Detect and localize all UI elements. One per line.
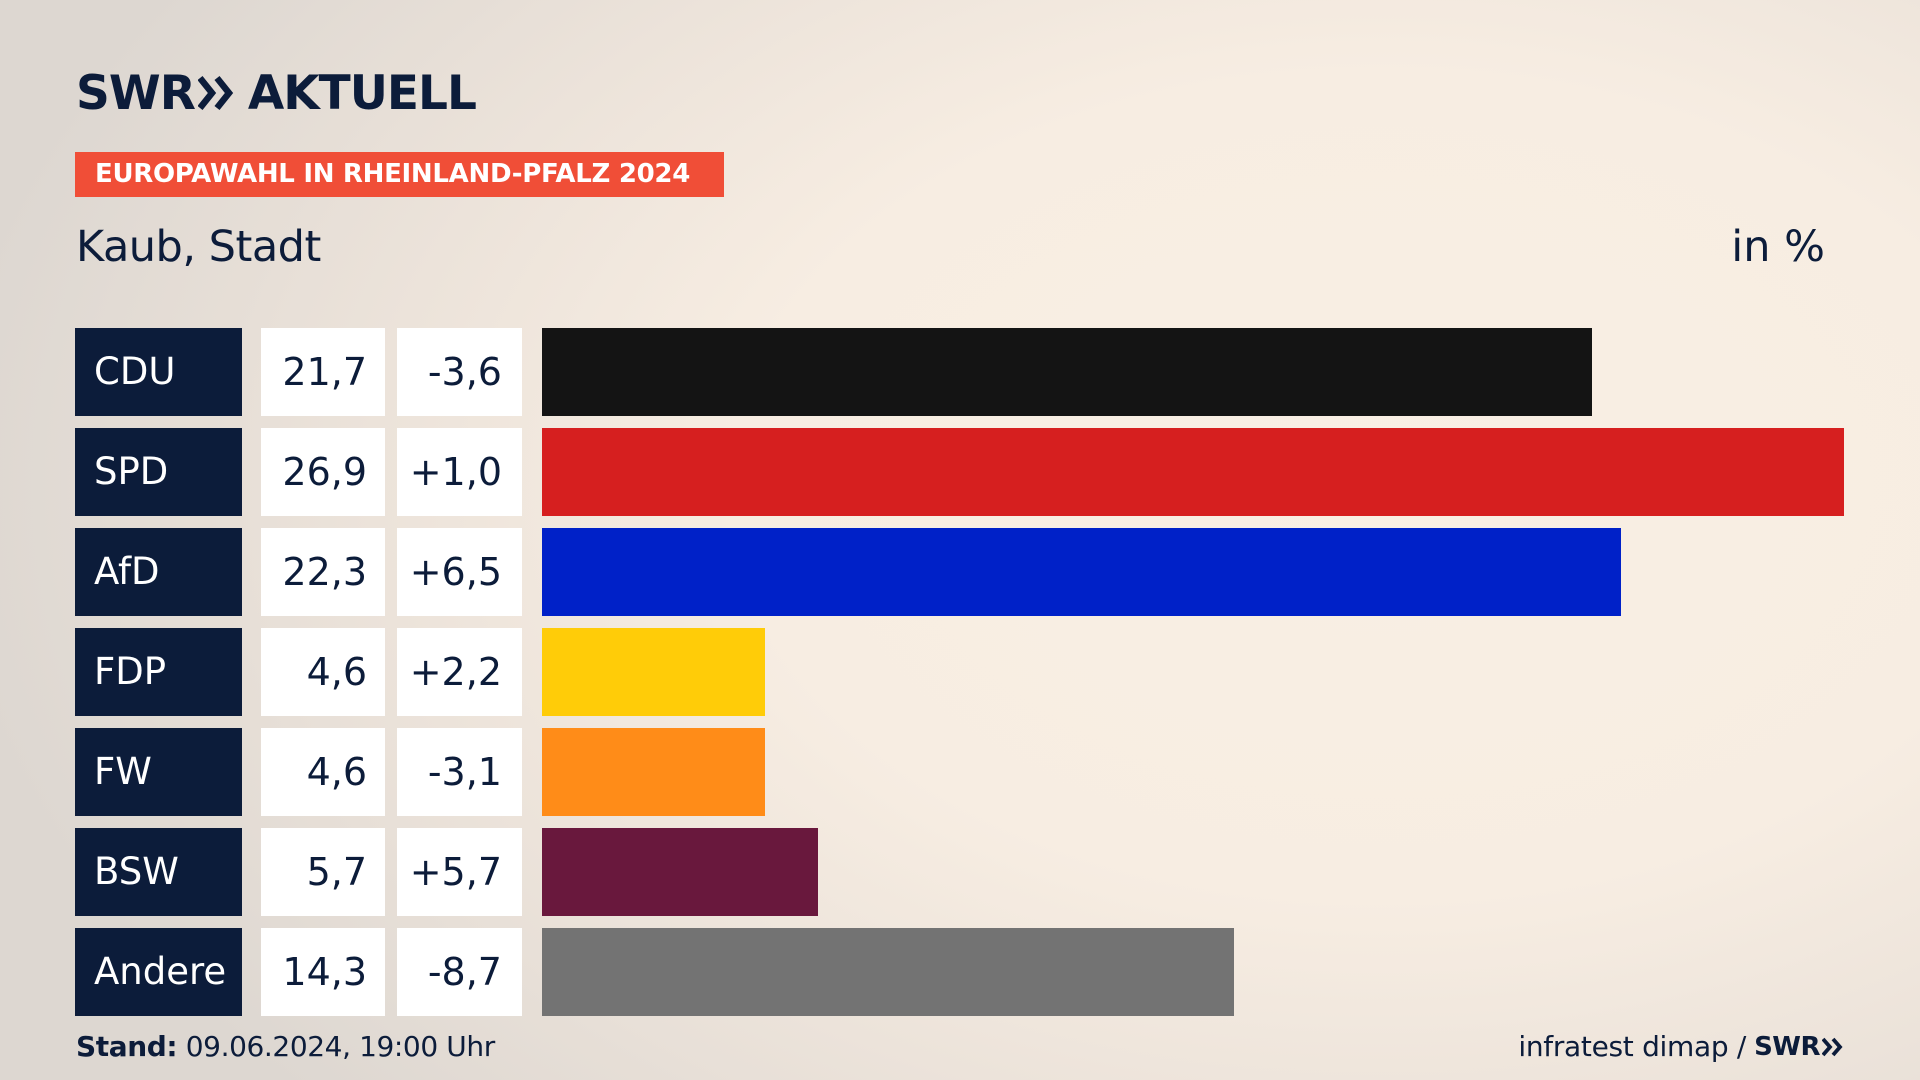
vote-share-label: 5,7: [261, 828, 385, 916]
vote-share-label: 4,6: [261, 728, 385, 816]
logo-swr-text: SWR: [76, 65, 196, 121]
change-label: +1,0: [397, 428, 522, 516]
logo-aktuell-text: AKTUELL: [247, 65, 477, 121]
unit-label: in %: [1731, 222, 1825, 272]
bar-bsw: [542, 828, 818, 916]
party-label: FW: [75, 728, 242, 816]
bar-fdp: [542, 628, 765, 716]
party-label: FDP: [75, 628, 242, 716]
mini-chevron-icon: [1822, 1037, 1843, 1056]
swr-aktuell-logo: SWR AKTUELL: [76, 65, 477, 121]
party-label: CDU: [75, 328, 242, 416]
change-label: +6,5: [397, 528, 522, 616]
change-label: -3,1: [397, 728, 522, 816]
party-label: BSW: [75, 828, 242, 916]
source-text: infratest dimap /: [1518, 1030, 1747, 1063]
vote-share-label: 26,9: [261, 428, 385, 516]
vote-share-label: 14,3: [261, 928, 385, 1016]
mini-logo-text: SWR: [1754, 1031, 1820, 1062]
source-credit: infratest dimap / SWR: [1518, 1030, 1844, 1063]
change-label: +5,7: [397, 828, 522, 916]
bar-afd: [542, 528, 1621, 616]
election-badge: EUROPAWAHL IN RHEINLAND-PFALZ 2024: [75, 152, 724, 197]
timestamp: Stand: 09.06.2024, 19:00 Uhr: [76, 1030, 495, 1063]
stand-label: Stand:: [76, 1030, 178, 1063]
change-label: -8,7: [397, 928, 522, 1016]
swr-mini-logo: SWR: [1754, 1032, 1844, 1062]
vote-share-label: 22,3: [261, 528, 385, 616]
party-label: SPD: [75, 428, 242, 516]
double-chevron-icon: [197, 75, 236, 111]
bar-cdu: [542, 328, 1592, 416]
stand-value: 09.06.2024, 19:00 Uhr: [185, 1030, 495, 1063]
party-label: Andere: [75, 928, 242, 1016]
bar-spd: [542, 428, 1844, 516]
vote-share-label: 21,7: [261, 328, 385, 416]
vote-share-label: 4,6: [261, 628, 385, 716]
bar-andere: [542, 928, 1234, 1016]
change-label: +2,2: [397, 628, 522, 716]
bar-fw: [542, 728, 765, 816]
chart-subtitle: Kaub, Stadt: [76, 222, 321, 272]
party-label: AfD: [75, 528, 242, 616]
change-label: -3,6: [397, 328, 522, 416]
